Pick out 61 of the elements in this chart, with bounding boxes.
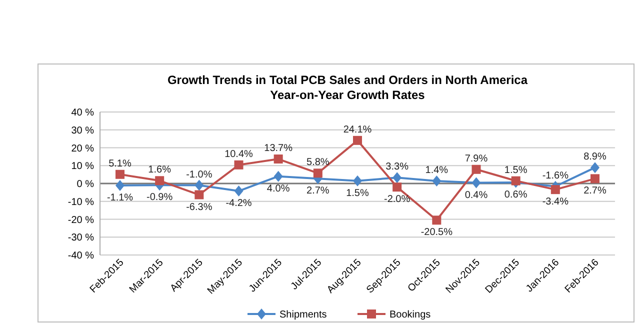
y-tick-label: -10 % — [68, 196, 94, 208]
point — [432, 176, 442, 186]
data-label: -20.5% — [420, 227, 453, 238]
data-label: -1.1% — [106, 192, 134, 204]
point — [274, 154, 283, 164]
legend-label: Shipments — [280, 310, 327, 320]
data-label: -1.6% — [542, 170, 569, 182]
point — [511, 176, 520, 186]
point — [234, 186, 244, 197]
data-label: 1.6% — [148, 164, 172, 176]
data-label: 1.5% — [504, 164, 528, 176]
y-tick-label: 20 % — [71, 143, 94, 154]
point — [472, 164, 481, 174]
point — [472, 177, 481, 188]
data-label: 4.0% — [266, 183, 290, 194]
data-label: 7.9% — [464, 153, 488, 164]
data-label: 0.6% — [504, 189, 528, 200]
legend-label: Bookings — [390, 310, 431, 320]
point — [234, 160, 244, 170]
y-tick-label: -40 % — [68, 250, 94, 262]
y-tick-label: 40 % — [71, 108, 94, 118]
data-label: -3.4% — [542, 196, 569, 208]
y-tick-label: -30 % — [68, 232, 94, 244]
point — [392, 172, 402, 184]
data-label: 3.3% — [386, 162, 409, 173]
data-label: 5.1% — [108, 158, 132, 170]
point — [313, 168, 322, 178]
y-tick-label: -20 % — [68, 214, 94, 226]
data-label: 13.7% — [264, 143, 293, 154]
point — [116, 180, 124, 191]
point — [353, 136, 362, 145]
data-label: -1.0% — [186, 169, 212, 180]
point — [194, 180, 204, 191]
data-label: -6.3% — [186, 202, 212, 213]
data-label: -0.9% — [146, 192, 173, 204]
chart-title: Growth Trends in Total PCB Sales and Orders in North America — [167, 73, 528, 87]
chart-subtitle: Year-on-Year Growth Rates — [270, 88, 426, 102]
point — [274, 170, 283, 182]
point — [155, 176, 164, 186]
point — [590, 174, 600, 184]
data-label: 8.9% — [584, 152, 607, 163]
y-tick-label: 10 % — [71, 161, 94, 172]
y-tick-label: 0 % — [76, 179, 94, 190]
data-label: 0.4% — [464, 190, 488, 201]
point — [590, 162, 600, 174]
point — [550, 185, 560, 194]
data-label: 10.4% — [224, 148, 254, 160]
point — [432, 216, 442, 225]
data-label: 1.5% — [346, 188, 370, 199]
y-tick-label: 30 % — [71, 125, 94, 136]
point — [194, 190, 204, 200]
data-label: -2.0% — [384, 194, 410, 206]
point — [116, 170, 124, 179]
point — [392, 182, 402, 192]
data-label: 2.7% — [306, 186, 330, 197]
data-label: 5.8% — [306, 157, 330, 168]
data-label: 1.4% — [425, 164, 448, 176]
data-label: -4.2% — [226, 198, 252, 210]
data-label: 2.7% — [584, 186, 607, 197]
data-label: 24.1% — [343, 124, 372, 136]
point — [353, 175, 362, 186]
